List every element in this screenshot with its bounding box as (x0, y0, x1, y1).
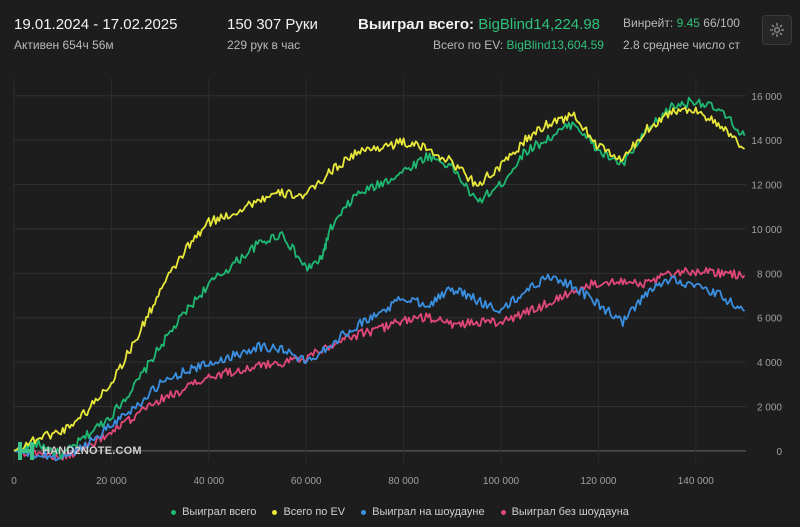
x-tick-label: 120 000 (580, 476, 617, 487)
avg-players: 2.8 среднее число ст (623, 38, 741, 52)
y-tick-label: 12 000 (751, 181, 782, 192)
settings-button[interactable] (762, 15, 792, 45)
legend-dot-icon (272, 509, 278, 515)
winrate: Винрейт: 9.45 66/100 (623, 16, 740, 30)
x-tick-label: 20 000 (96, 476, 127, 487)
legend-item-2[interactable]: Выиграл на шоудауне (361, 502, 485, 522)
x-tick-label: 100 000 (483, 476, 520, 487)
x-tick-label: 140 000 (678, 476, 715, 487)
legend-item-3[interactable]: Выиграл без шоудауна (500, 502, 629, 522)
series-line-2 (13, 273, 746, 462)
winrate-rest: 66/100 (703, 16, 740, 30)
x-tick-label: 0 (11, 476, 17, 487)
legend-label: Всего по EV (283, 506, 346, 518)
y-tick-label: 0 (776, 447, 782, 458)
legend-dot-icon (500, 509, 506, 515)
hands-per-hour: 229 рук в час (227, 38, 301, 52)
legend-label: Выиграл всего (182, 506, 257, 518)
series-line-1 (13, 106, 746, 452)
won-total: Выиграл всего: BigBlind14,224.98 (358, 16, 600, 33)
x-tick-label: 80 000 (388, 476, 419, 487)
legend: Выиграл всего Всего по EV Выиграл на шоуда… (0, 502, 800, 522)
y-tick-label: 8 000 (757, 269, 782, 280)
y-tick-label: 10 000 (751, 225, 782, 236)
legend-item-1[interactable]: Всего по EV (272, 502, 345, 522)
date-range: 19.01.2024 - 17.02.2025 (14, 16, 178, 33)
y-tick-label: 2 000 (757, 403, 782, 414)
ev-total-label: Всего по EV: (433, 38, 504, 52)
ev-total: Всего по EV: BigBlind13,604.59 (433, 38, 604, 52)
legend-dot-icon (171, 509, 177, 515)
y-tick-label: 16 000 (751, 92, 782, 103)
legend-label: Выиграл без шоудауна (511, 506, 629, 518)
chart: 0 2 000 4 000 6 000 8 000 10 000 12 000 14 000 1… (11, 78, 782, 487)
y-tick-label: 6 000 (757, 314, 782, 325)
y-tick-label: 4 000 (757, 358, 782, 369)
legend-item-0[interactable]: Выиграл всего (171, 502, 256, 522)
x-tick-label: 40 000 (194, 476, 225, 487)
h2n-logo-icon (18, 442, 34, 460)
hands-count: 150 307 Руки (227, 16, 318, 33)
x-tick-label: 60 000 (291, 476, 322, 487)
won-total-value: BigBlind14,224.98 (478, 16, 600, 33)
winrate-label: Винрейт: (623, 16, 674, 30)
watermark: HAND2NOTE.COM (16, 440, 142, 462)
legend-dot-icon (361, 509, 367, 515)
winrate-value: 9.45 (676, 16, 700, 30)
y-tick-label: 14 000 (751, 136, 782, 147)
series-line-3 (13, 266, 746, 461)
ev-total-value: BigBlind13,604.59 (506, 38, 604, 52)
active-time: Активен 654ч 56м (14, 38, 114, 52)
series-line-0 (13, 96, 746, 460)
legend-label: Выиграл на шоудауне (372, 506, 485, 518)
watermark-brand: HAND2NOTE.COM (42, 445, 142, 457)
won-total-label: Выиграл всего: (358, 16, 475, 33)
gear-icon (769, 22, 785, 38)
